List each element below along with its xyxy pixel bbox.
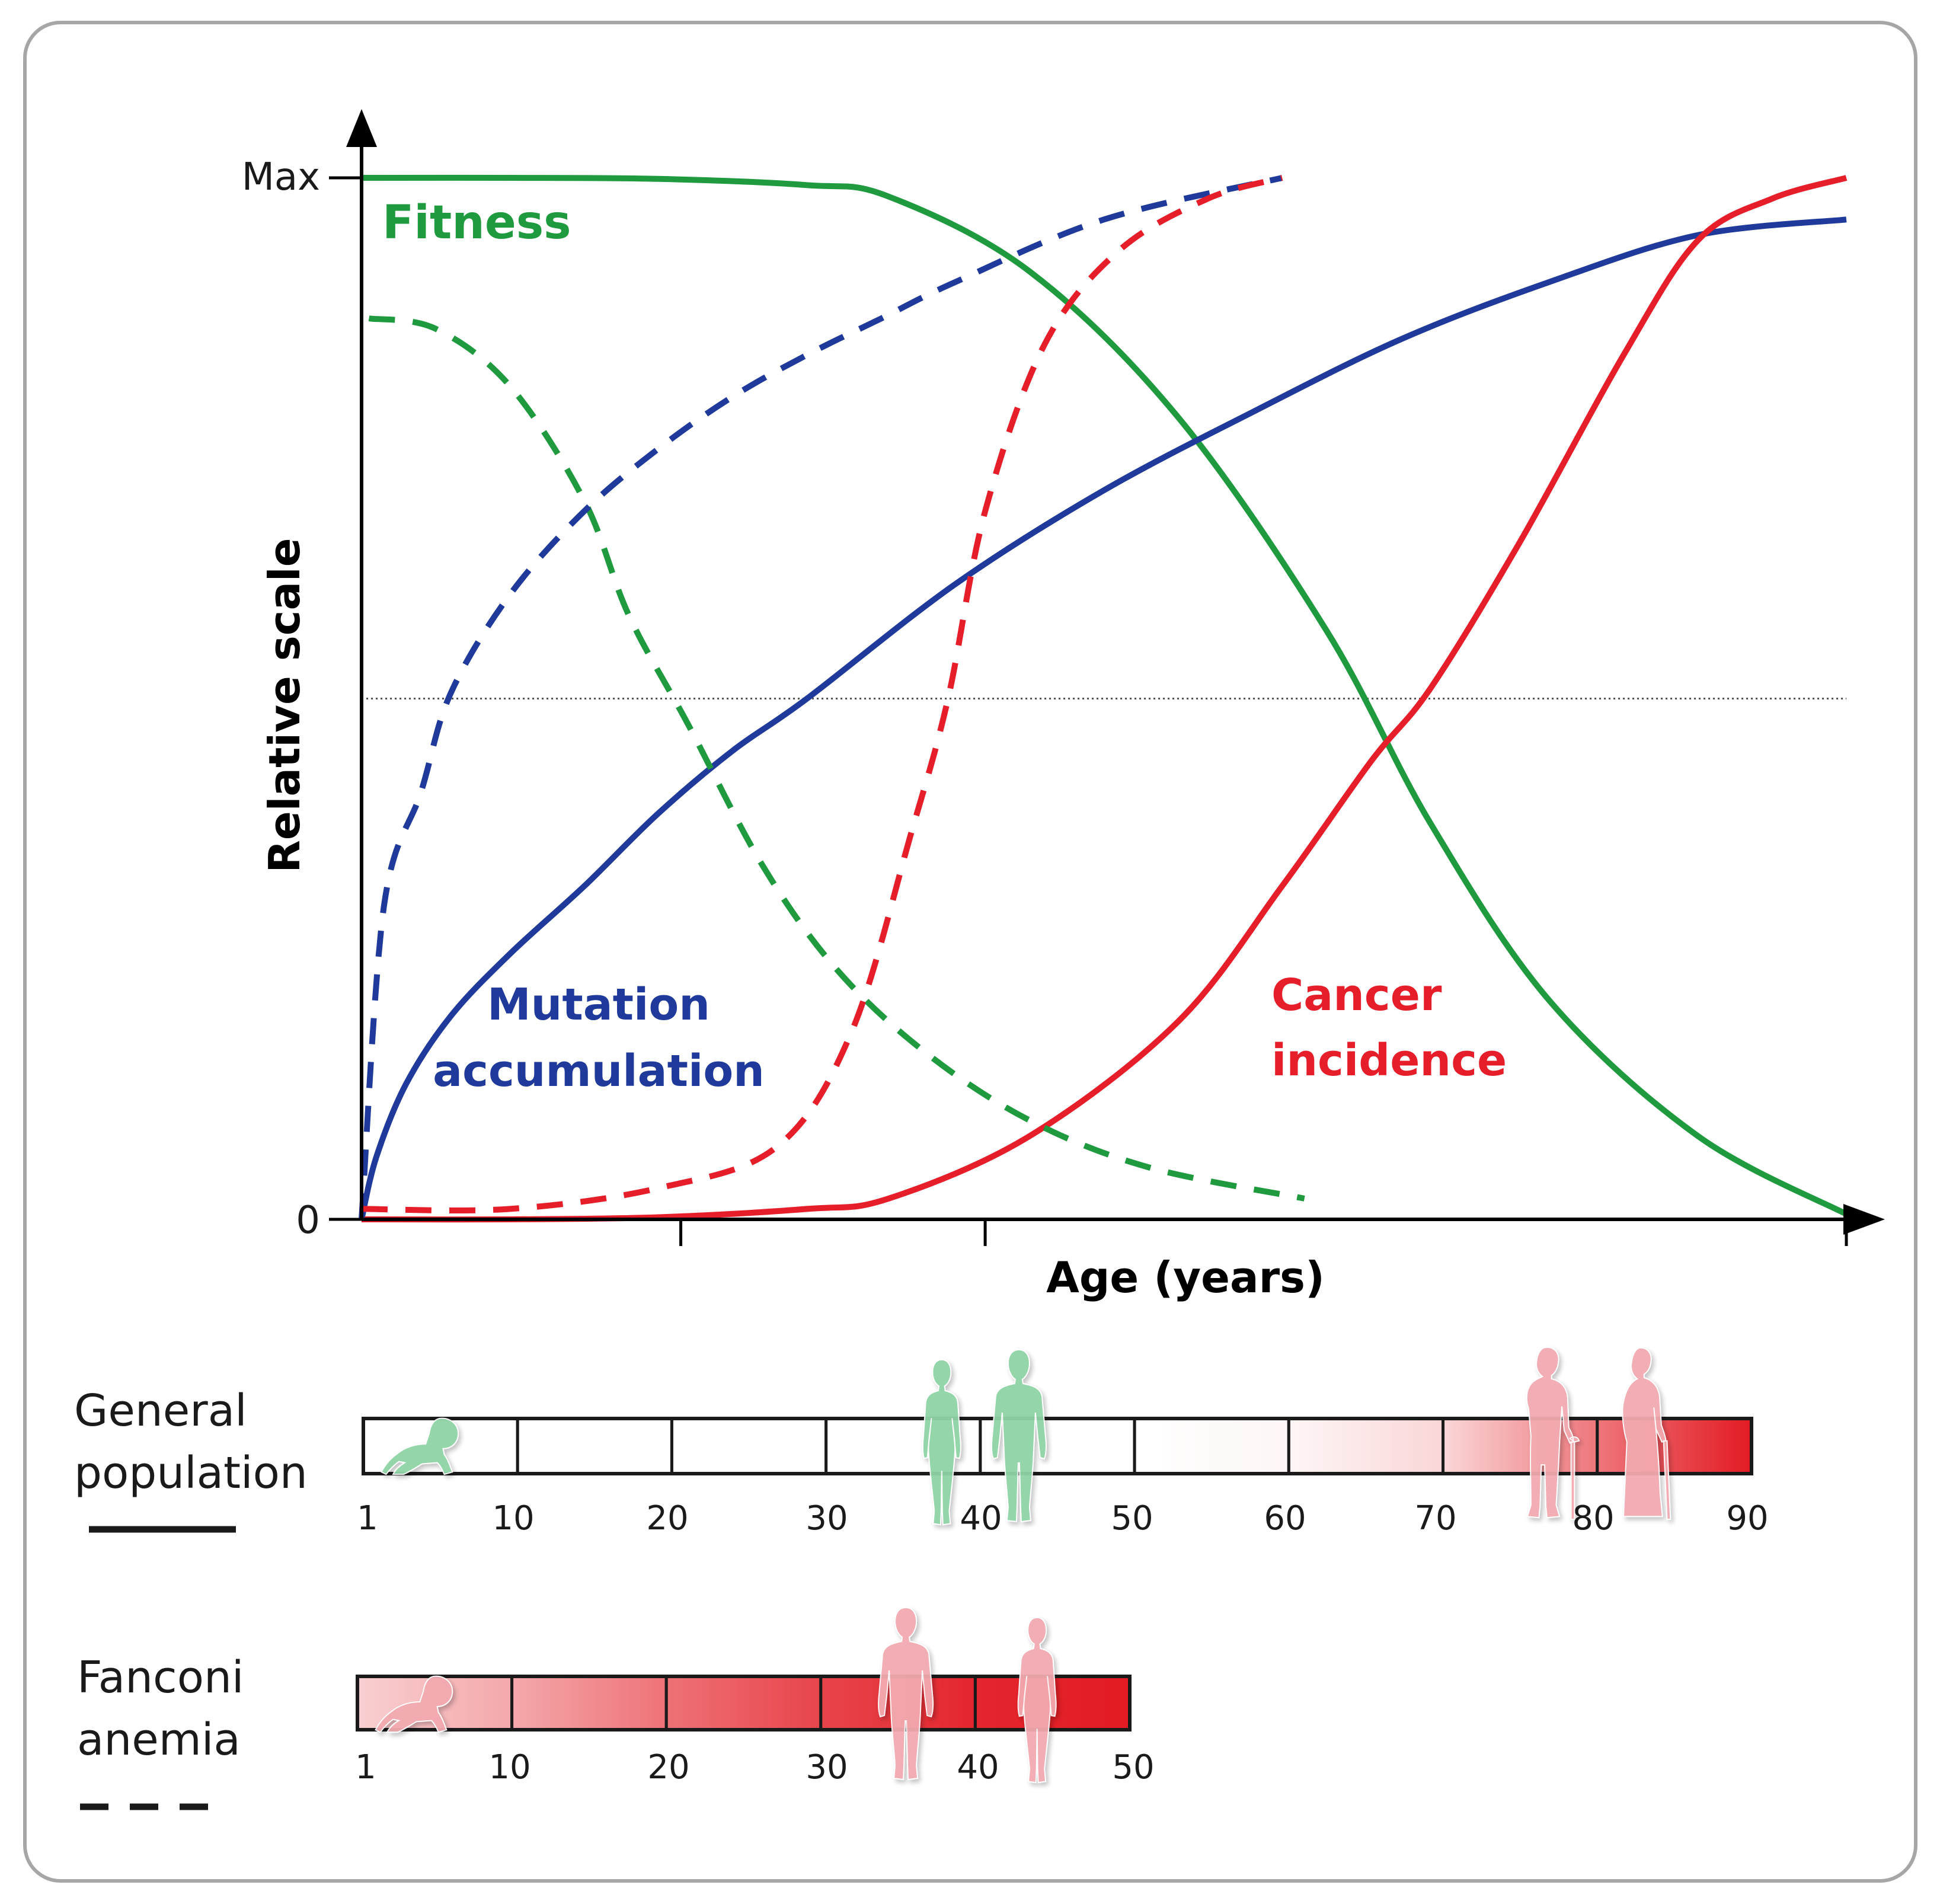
adult-female-figure [1017,1617,1057,1784]
timeline-tick-label: 40 [960,1499,1002,1538]
baby-figure [375,1675,453,1733]
x-ticks [679,1219,1848,1246]
fanconi-fitness-curve [368,315,1305,1202]
timeline-tick-label: 90 [1726,1499,1768,1538]
elderly-male-figure [1526,1346,1580,1520]
timeline-segment [1596,1417,1753,1475]
elderly-female-figure [1622,1347,1671,1520]
timeline-segment [1133,1417,1290,1475]
adult-female-figure [922,1359,961,1526]
timeline-segment [510,1675,668,1732]
timeline-tick-label: 50 [1112,1748,1154,1787]
timeline-segment [664,1675,823,1732]
fanconi-cancer-curve [361,175,1283,1214]
legend: General population Fanconi anemia [74,1385,308,1810]
mutation-label-line1: Mutation [487,979,710,1030]
timeline-segment [516,1417,673,1475]
timeline-segment [1287,1417,1445,1475]
adult-male-figure [990,1349,1047,1523]
baby-figure [381,1417,459,1475]
timeline-tick-label: 20 [647,1748,689,1787]
legend-fanconi-line1: Fanconi [77,1652,244,1703]
timeline-tick-label: 30 [806,1499,848,1538]
x-axis-arrow [1843,1204,1885,1235]
x-axis-label: Age (years) [1046,1253,1325,1302]
general-mutation-curve [359,216,1847,1221]
y-axis-label: Relative scale [260,538,309,873]
timeline-tick-label: 40 [957,1748,999,1787]
cancer-label-line2: incidence [1271,1035,1507,1086]
y-tick-label-max: Max [242,155,320,199]
timeline-tick-label: 60 [1264,1499,1306,1538]
plot-area: Max 0 Relative scale Age (years) Fitness… [242,109,1885,1302]
legend-general-line1: General [74,1385,247,1436]
timeline-tick-label: 70 [1414,1499,1456,1538]
curves [359,174,1848,1223]
timeline-tick-label: 1 [355,1748,376,1787]
timeline-segment [670,1417,828,1475]
fanconi-mutation-curve [359,175,1283,1220]
timeline-tick-label: 80 [1572,1499,1614,1538]
timeline-tick-label: 10 [488,1748,530,1787]
general-cancer-curve [361,175,1848,1223]
cancer-label-line1: Cancer [1271,970,1442,1021]
timeline-border [362,1417,1753,1475]
timeline-tick-label: 10 [492,1499,534,1538]
legend-general-line2: population [74,1448,308,1499]
legend-fanconi-line2: anemia [77,1714,241,1765]
figure-frame [23,21,1917,1883]
general-fitness-curve [361,174,1848,1217]
fitness-label: Fitness [382,196,571,250]
fanconi-timeline: 1 10 20 30 40 50 [355,1606,1155,1787]
general-timeline: 1 10 20 30 40 50 60 70 80 90 [357,1346,1769,1538]
y-tick-label-zero: 0 [296,1199,320,1242]
timeline-border [356,1675,1132,1732]
y-axis-arrow [346,109,377,147]
mutation-label-line2: accumulation [433,1046,765,1097]
timeline-tick-label: 20 [646,1499,688,1538]
adult-male-figure [878,1606,934,1781]
timelines: 1 10 20 30 40 50 60 70 80 90 1 10 20 30 40 50 [355,1346,1769,1787]
timeline-tick-label: 30 [806,1748,848,1787]
timeline-tick-label: 50 [1111,1499,1153,1538]
timeline-tick-label: 1 [357,1499,378,1538]
